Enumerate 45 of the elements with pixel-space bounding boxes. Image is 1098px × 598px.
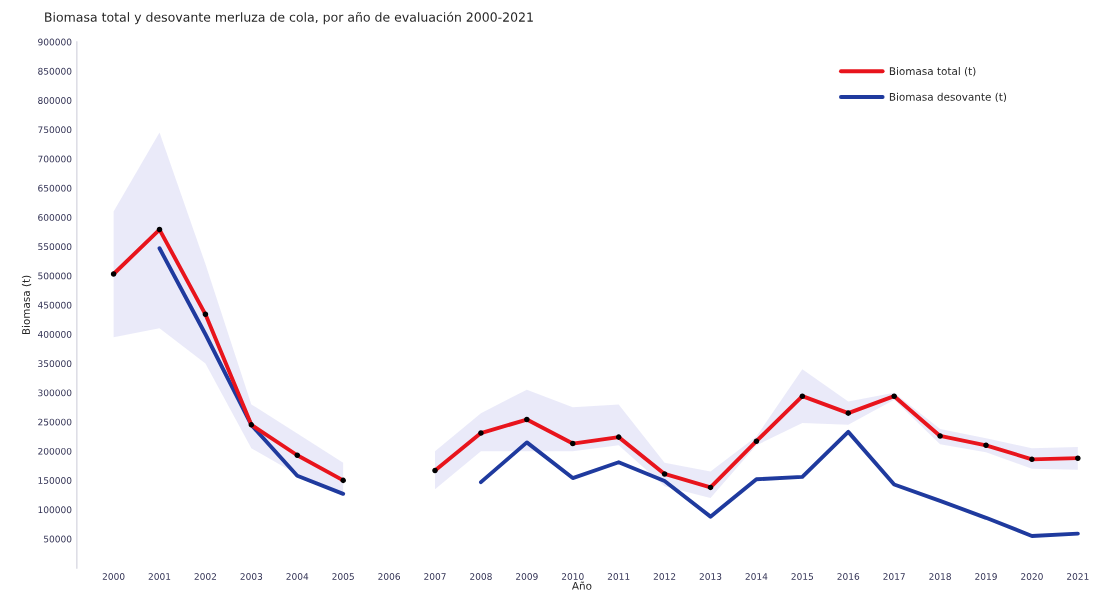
x-tick-label: 2003 (240, 573, 263, 580)
x-tick-label: 2004 (286, 573, 309, 580)
legend-label: Biomasa desovante (t) (889, 92, 1007, 103)
y-axis-title: Biomasa (t) (21, 275, 32, 335)
y-tick-label: 500000 (38, 272, 72, 280)
y-tick-label: 900000 (38, 38, 72, 46)
y-tick-label: 100000 (38, 506, 72, 514)
x-tick-label: 2012 (653, 573, 676, 580)
x-tick-label: 2005 (332, 573, 354, 580)
y-tick-label: 800000 (38, 97, 72, 104)
x-tick-label: 2014 (745, 573, 768, 580)
x-tick-label: 2011 (607, 573, 630, 580)
x-tick-label: 2017 (883, 573, 905, 580)
y-tick-label: 150000 (38, 477, 72, 484)
y-tick-label: 650000 (38, 184, 72, 192)
x-tick-label: 2015 (791, 573, 814, 580)
y-tick-label: 50000 (43, 535, 72, 543)
y-tick-label: 700000 (38, 155, 72, 163)
x-tick-label: 2018 (929, 573, 951, 580)
y-tick-label: 450000 (37, 301, 72, 309)
x-tick-label: 2009 (516, 573, 538, 580)
x-tick-label: 2013 (699, 573, 722, 580)
x-tick-label: 2020 (1021, 573, 1043, 580)
y-tick-label: 350000 (38, 360, 72, 368)
x-tick-label: 2019 (975, 573, 997, 580)
y-tick-label: 550000 (38, 243, 72, 251)
y-tick-label: 300000 (38, 389, 72, 397)
x-tick-label: 2006 (378, 573, 401, 580)
x-tick-label: 2001 (148, 573, 171, 580)
y-tick-label: 250000 (38, 418, 72, 426)
chart-title: Biomasa total y desovante merluza de cola, por año de evaluación 2000-2021 (45, 11, 533, 25)
x-axis-title: Año (571, 581, 592, 590)
x-tick-label: 2000 (102, 573, 125, 580)
y-tick-label: 850000 (38, 67, 72, 75)
x-tick-label: 2010 (561, 573, 584, 580)
y-tick-label: 750000 (38, 126, 72, 134)
x-tick-label: 2008 (470, 573, 492, 580)
y-tick-label: 200000 (38, 447, 72, 455)
x-tick-label: 2007 (424, 573, 446, 580)
legend-label: Biomasa total (t) (889, 67, 976, 77)
x-tick-label: 2002 (194, 573, 217, 580)
y-tick-label: 600000 (38, 214, 72, 221)
x-tick-label: 2016 (837, 573, 860, 580)
x-tick-label: 2021 (1067, 573, 1089, 580)
y-tick-label: 400000 (37, 330, 72, 338)
